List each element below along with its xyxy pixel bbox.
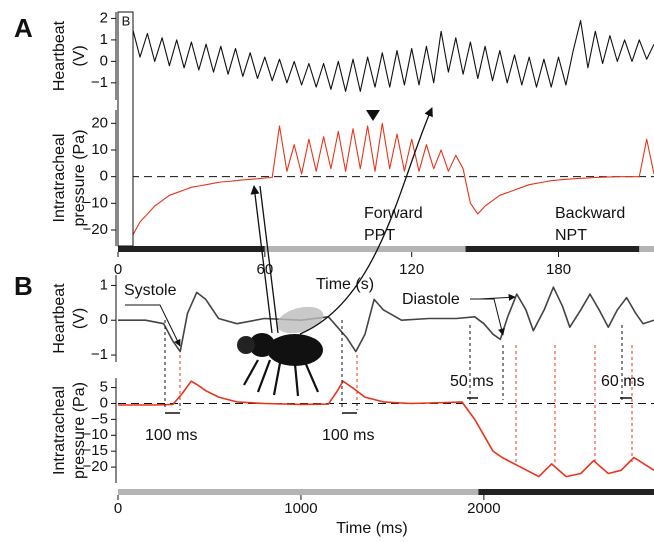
y-tick-label: −10 <box>83 194 108 211</box>
annotation: NPT <box>555 227 587 244</box>
guide-line <box>164 320 633 410</box>
annotation: 60 ms <box>601 373 645 390</box>
annotation: 100 ms <box>145 427 197 444</box>
annotation: Diastole <box>402 291 460 308</box>
arrow <box>259 185 279 334</box>
annotation: PPT <box>364 227 395 244</box>
data-line <box>118 286 654 353</box>
x-tick-label: 120 <box>399 261 424 278</box>
x-tick-label: 2000 <box>467 500 500 517</box>
y-tick-label: 5 <box>100 379 108 396</box>
y-tick-label: −20 <box>83 458 108 475</box>
stimulus-segment <box>118 246 265 252</box>
decorations <box>125 107 633 465</box>
annotation: Systole <box>124 282 177 299</box>
y-tick-label: 0 <box>100 394 108 411</box>
annotation: 100 ms <box>322 427 374 444</box>
pointer <box>470 298 505 336</box>
interval-bracket <box>165 397 632 414</box>
y-axis-label: (V) <box>71 308 88 329</box>
y-axis-label: pressure (Pa) <box>71 382 88 479</box>
y-tick-label: 0 <box>100 168 108 185</box>
arrow <box>299 107 433 335</box>
stimulus-segment <box>639 246 654 252</box>
stimulus-segment <box>264 246 466 252</box>
y-tick-label: −5 <box>91 410 108 427</box>
y-tick-label: −1 <box>91 346 108 363</box>
panel-label: A <box>14 13 33 43</box>
y-axis-label: Intratracheal <box>51 386 68 475</box>
inset-label: B <box>122 13 131 28</box>
x-tick-label: 1000 <box>284 500 317 517</box>
stimulus-segment <box>465 246 640 252</box>
pointer <box>125 304 181 347</box>
y-tick-label: 1 <box>100 31 108 48</box>
y-axis-label: (V) <box>71 45 88 66</box>
arrow <box>250 185 273 334</box>
y-tick-label: −10 <box>83 426 108 443</box>
y-tick-label: 0 <box>100 52 108 69</box>
data-line <box>118 380 654 478</box>
y-tick-label: −20 <box>83 221 108 238</box>
y-tick-label: −15 <box>83 442 108 459</box>
x-tick-label: 0 <box>114 261 122 278</box>
x-axis-label: Time (s) <box>316 276 374 293</box>
guide-line <box>179 345 633 465</box>
annotation: 50 ms <box>450 373 494 390</box>
x-tick-label: 0 <box>114 500 122 517</box>
x-tick-label: 180 <box>546 261 571 278</box>
y-tick-label: 2 <box>100 9 108 26</box>
stimulus-segment <box>118 489 479 495</box>
x-axis-label: Time (ms) <box>336 520 407 537</box>
y-axis-label: Intratracheal <box>51 134 68 223</box>
inset-box <box>117 11 134 247</box>
y-axis-label: Heartbeat <box>51 20 68 91</box>
y-tick-label: 1 <box>100 276 108 293</box>
y-tick-label: 20 <box>91 114 108 131</box>
triangle-marker <box>366 110 380 121</box>
annotation: Backward <box>555 205 625 222</box>
y-tick-label: −1 <box>91 74 108 91</box>
y-axis-label: Heartbeat <box>51 283 68 354</box>
y-axis-label: pressure (Pa) <box>71 130 88 227</box>
panel-label: B <box>14 271 33 301</box>
stimulus-segment <box>478 489 654 495</box>
data-line <box>132 20 654 92</box>
y-tick-label: 10 <box>91 141 108 158</box>
data-line <box>117 122 654 236</box>
fly-illustration <box>237 306 324 397</box>
pointer <box>479 293 516 301</box>
y-tick-label: 0 <box>100 311 108 328</box>
